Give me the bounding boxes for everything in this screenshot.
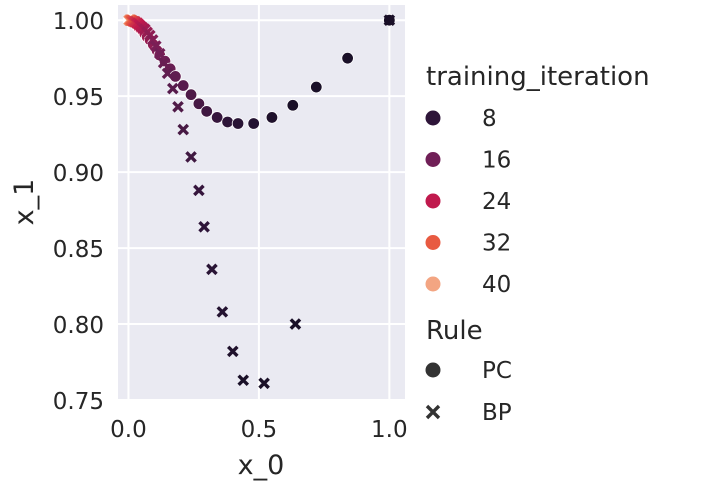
x-tick-label: 1.0 [371,417,408,443]
pc-point [184,88,198,101]
legend-hue-marker [425,152,441,167]
legend-hue-title: training_iteration [426,62,650,92]
legend-hue-entries: 8 16 24 32 40 [425,106,511,298]
legend-hue-marker [425,110,441,126]
legend-hue-label: 24 [482,189,511,215]
bp-point [150,40,162,52]
pc-point [310,80,323,94]
legend-style-marker-circle [425,362,441,378]
bp-point [177,123,190,136]
legend-hue-marker [425,276,441,292]
bp-point [166,82,179,95]
y-tick-label: 1.00 [53,9,104,35]
bp-point [383,14,396,26]
x-axis-ticks: 0.0 0.5 1.0 [110,417,407,443]
x-axis-label: x_0 [238,450,285,481]
y-tick-label: 0.95 [53,85,104,111]
legend-style-label: BP [482,400,512,426]
legend-style-entries: PC BP [425,358,512,426]
legend-hue-label: 16 [482,148,511,174]
pc-point [231,117,245,130]
grid [118,5,405,401]
pc-point [177,79,190,92]
legend: training_iteration 8 16 24 32 40 Rule PC BP [425,62,650,426]
bp-point [226,345,239,358]
bp-point [198,221,210,233]
x-tick-label: 0.5 [241,417,278,443]
y-tick-label: 0.90 [53,161,104,187]
bp-point [185,151,197,163]
bp-point [206,263,218,276]
bp-point [146,34,159,46]
bp-point [237,374,250,387]
legend-style-marker-x [425,404,441,420]
bp-point [216,306,229,318]
pc-point [265,111,279,124]
pc-point [341,51,354,65]
legend-hue-marker [425,235,441,250]
y-axis-label: x_1 [9,179,40,226]
pc-point [210,111,224,124]
legend-hue-marker [425,193,441,209]
y-tick-label: 0.85 [53,237,104,263]
legend-hue-label: 8 [482,106,497,132]
pc-point [221,115,234,129]
pc-point [192,97,206,110]
legend-style-title: Rule [426,316,483,346]
y-tick-label: 0.75 [53,389,104,415]
data-points [122,13,396,390]
y-axis-ticks: 0.75 0.80 0.85 0.90 0.95 1.00 [53,9,104,415]
pc-point [247,117,260,130]
bp-point [157,56,170,69]
bp-point [289,318,302,330]
pc-point [200,105,213,118]
bp-point [193,184,205,197]
legend-hue-label: 32 [482,231,511,257]
y-tick-label: 0.80 [53,313,104,339]
bp-point [153,47,166,60]
x-tick-label: 0.0 [110,417,147,443]
legend-style-label: PC [482,358,512,384]
legend-hue-label: 40 [482,272,511,298]
bp-point [172,100,184,113]
bp-point [161,67,174,80]
bp-point [258,377,270,390]
pc-point [286,99,300,112]
